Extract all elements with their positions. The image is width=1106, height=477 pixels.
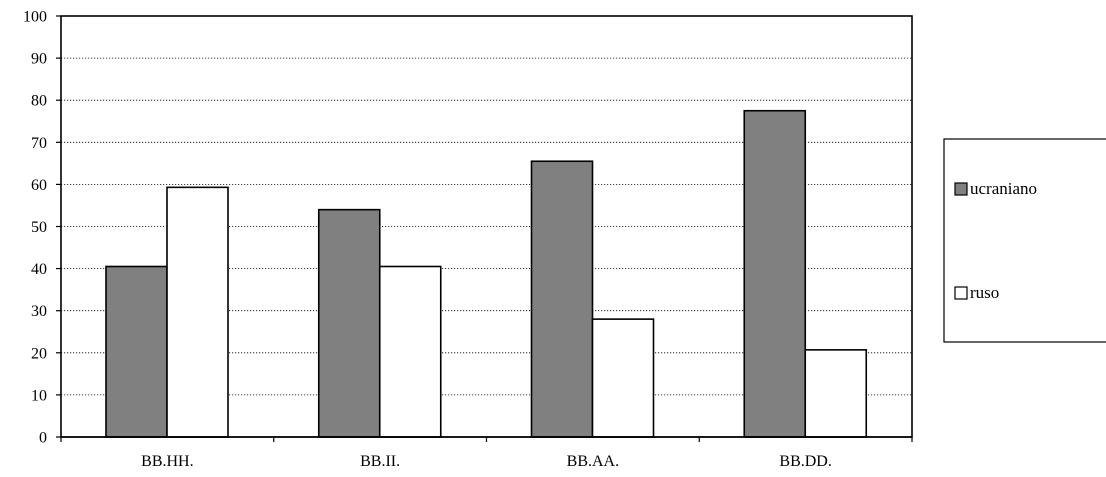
bar-ucraniano-2 <box>530 160 594 438</box>
y-tick-label: 0 <box>39 430 47 447</box>
x-tick-label: BB.HH. <box>141 453 193 470</box>
y-tick-label: 50 <box>31 219 47 236</box>
legend-box <box>943 138 1106 343</box>
x-tick-label: BB.II. <box>360 453 400 470</box>
x-tick-label: BB.DD. <box>779 453 831 470</box>
legend: ucraniano ruso <box>943 138 1106 343</box>
bar-ruso-0 <box>166 186 229 438</box>
bar-ruso-1 <box>378 265 442 438</box>
legend-label-ucraniano: ucraniano <box>970 179 1037 198</box>
legend-swatch-ucraniano <box>954 182 968 196</box>
bar-ruso-3 <box>804 349 868 438</box>
legend-swatch-ruso <box>954 286 968 300</box>
y-tick-label: 30 <box>31 303 47 320</box>
bar-ucraniano-3 <box>743 109 807 438</box>
bar-ucraniano-0 <box>105 265 168 438</box>
bars <box>105 109 868 438</box>
y-axis-ticks: 0 10 20 30 40 50 60 70 80 90 100 <box>23 9 61 447</box>
y-tick-label: 90 <box>31 51 47 68</box>
legend-label-ruso: ruso <box>970 283 999 302</box>
y-tick-label: 100 <box>23 9 47 26</box>
y-tick-label: 60 <box>31 177 47 194</box>
bar-ucraniano-1 <box>317 208 381 438</box>
x-tick-label: BB.AA. <box>567 453 619 470</box>
y-tick-label: 40 <box>31 261 47 278</box>
x-axis-ticks: BB.HH. BB.II. BB.AA. BB.DD. <box>60 437 913 470</box>
bar-ruso-2 <box>591 318 655 438</box>
y-tick-label: 20 <box>31 345 47 362</box>
y-tick-label: 80 <box>31 93 47 110</box>
y-tick-label: 70 <box>31 135 47 152</box>
y-tick-label: 10 <box>31 387 47 404</box>
